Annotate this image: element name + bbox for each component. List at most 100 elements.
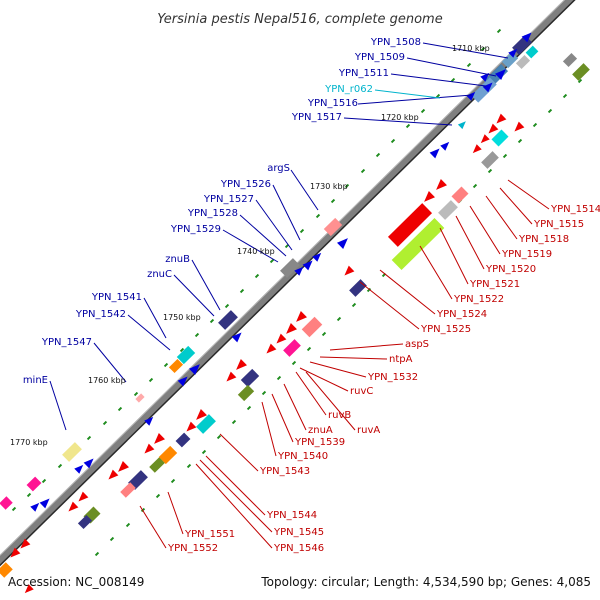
feature-arrows	[10, 32, 532, 594]
gene-label: YPN_1518	[518, 234, 569, 245]
tick-dot	[450, 77, 456, 83]
forward-gene-arrow	[39, 498, 50, 509]
forward-gene-arrow	[482, 82, 493, 93]
gene-label: minE	[23, 375, 48, 386]
gene-box	[26, 476, 42, 492]
tick-dot	[94, 551, 100, 557]
gene-label: YPN_1547	[41, 337, 92, 348]
tick-dot	[375, 152, 381, 158]
gene-box	[62, 442, 82, 462]
tick-dot	[11, 506, 17, 512]
reverse-gene-arrow	[276, 333, 287, 344]
tick-dot	[366, 287, 372, 293]
tick-dot	[336, 316, 342, 322]
gene-box	[0, 496, 13, 510]
gene-box	[176, 345, 196, 365]
forward-gene-arrow	[480, 72, 490, 82]
leader-line	[390, 73, 487, 87]
reverse-gene-arrow	[118, 461, 130, 472]
tick-label: 1760 kbp	[88, 376, 126, 385]
gene-label: YPN_1516	[307, 98, 358, 109]
gene-box	[481, 151, 499, 169]
gene-box	[175, 432, 191, 448]
forward-gene-arrow	[74, 464, 84, 474]
leader-line	[319, 356, 388, 360]
forward-gene-arrow	[231, 332, 242, 343]
gene-label: YPN_1541	[91, 292, 142, 303]
tick-dot	[502, 153, 508, 159]
gene-label: argS	[267, 163, 290, 174]
reverse-gene-arrow	[144, 443, 155, 454]
reverse-gene-arrow	[236, 359, 248, 370]
leader-line	[439, 227, 469, 285]
reverse-gene-arrow	[286, 323, 298, 334]
gene-label: YPN_1543	[259, 466, 310, 477]
gene-label: znuA	[308, 425, 333, 436]
gene-box	[391, 217, 445, 271]
inner-gene-labels: YPN_1514 YPN_1515 YPN_1518 YPN_1519 YPN_…	[167, 204, 600, 554]
genome-summary-text: Topology: circular; Length: 4,534,590 bp…	[260, 575, 591, 589]
gene-box	[387, 203, 433, 247]
leader-line	[299, 367, 349, 392]
leader-line	[205, 455, 266, 516]
gene-label: ntpA	[389, 354, 413, 365]
leader-line	[406, 57, 497, 77]
tick-dot	[344, 183, 350, 189]
reverse-gene-arrow	[472, 144, 482, 154]
reverse-gene-arrow	[296, 311, 308, 322]
reverse-gene-arrow	[68, 501, 79, 512]
gene-box	[168, 358, 184, 374]
reverse-gene-arrow	[480, 134, 490, 144]
gene-label: YPN_1545	[273, 527, 324, 538]
tick-dot	[299, 228, 305, 234]
tick-dot	[239, 288, 245, 294]
tick-label: 1750 kbp	[163, 313, 201, 322]
gene-label: znuC	[147, 269, 172, 280]
tick-dot	[472, 183, 478, 189]
gene-box	[240, 368, 260, 388]
reverse-gene-arrow	[488, 123, 499, 134]
tick-dot	[276, 375, 282, 381]
gene-box	[525, 45, 539, 59]
tick-dot	[420, 108, 426, 114]
gene-label: YPN_1517	[291, 112, 342, 123]
leader-line	[261, 401, 277, 457]
leader-line	[195, 463, 273, 549]
tick-dot	[102, 420, 108, 426]
leader-line	[357, 94, 473, 105]
tick-dot	[155, 493, 161, 499]
gene-label: YPN_1532	[367, 372, 418, 383]
leader-line	[191, 259, 221, 311]
tick-dot	[291, 360, 297, 366]
tick-dot	[351, 302, 357, 308]
reverse-gene-arrow	[108, 469, 119, 480]
gene-label: YPN_r062	[324, 84, 373, 95]
tick-dot	[562, 93, 568, 99]
leader-line	[419, 245, 453, 300]
gene-box	[120, 482, 136, 498]
leader-line	[272, 184, 301, 241]
tick-dot	[261, 390, 267, 396]
tick-dot	[194, 332, 200, 338]
tick-dot	[26, 492, 32, 498]
leader-line	[305, 371, 356, 431]
gene-box	[77, 514, 93, 530]
tick-dot	[254, 273, 260, 279]
leader-line	[219, 433, 259, 472]
tick-dot	[246, 405, 252, 411]
tick-dot	[532, 122, 538, 128]
gene-box	[0, 562, 13, 578]
reverse-gene-arrow	[24, 584, 34, 594]
reverse-gene-arrow	[514, 121, 525, 132]
leader-line	[290, 169, 319, 211]
forward-gene-arrow	[177, 376, 188, 387]
forward-gene-arrow	[521, 32, 532, 43]
gene-label: YPN_1515	[533, 219, 584, 230]
tick-dot	[148, 377, 154, 383]
gene-box	[135, 393, 145, 403]
gene-label: YPN_1522	[453, 294, 504, 305]
tick-dot	[360, 168, 366, 174]
leader-line	[222, 229, 279, 263]
tick-dot	[41, 478, 47, 484]
tick-dot	[109, 536, 115, 542]
